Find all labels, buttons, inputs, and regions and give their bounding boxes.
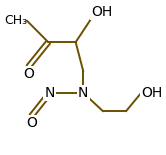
Text: CH₃: CH₃ [4, 14, 27, 27]
Text: N: N [45, 86, 55, 100]
Text: N: N [78, 86, 88, 100]
Text: OH: OH [141, 86, 163, 100]
Text: O: O [23, 67, 34, 81]
Text: O: O [26, 116, 37, 130]
Text: OH: OH [91, 5, 112, 19]
